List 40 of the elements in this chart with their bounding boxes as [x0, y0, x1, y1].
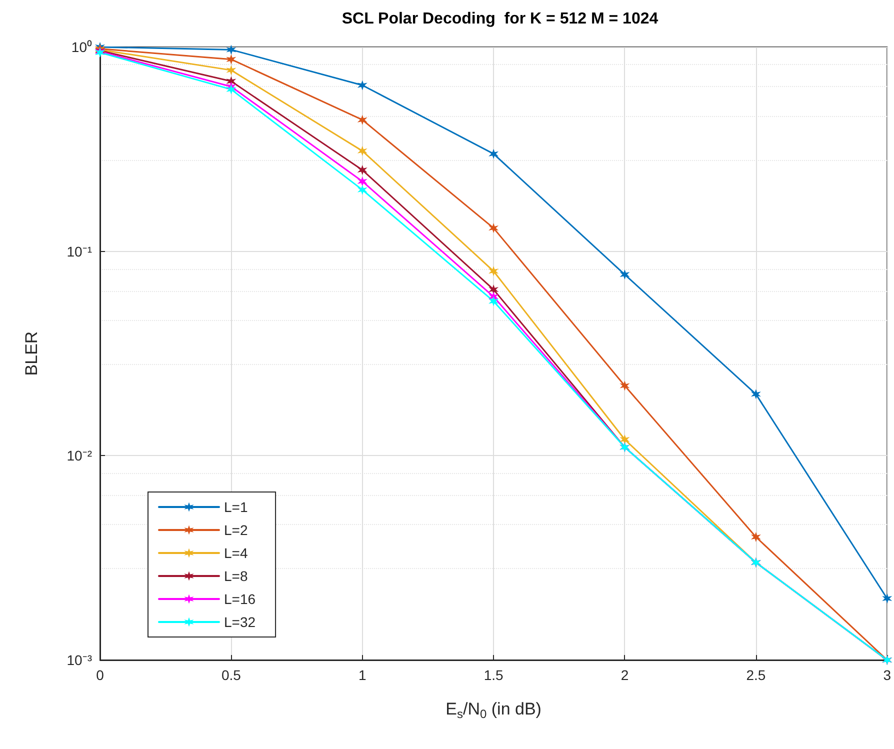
x-tick-label: 0	[96, 667, 104, 683]
point	[882, 593, 892, 604]
legend-label: L=16	[224, 591, 256, 607]
y-tick-label: 10⁰	[71, 39, 92, 55]
point	[488, 284, 499, 295]
legend-label: L=2	[224, 522, 248, 538]
point	[750, 532, 761, 542]
point	[357, 165, 368, 176]
point	[226, 54, 236, 64]
point	[226, 84, 236, 94]
point	[226, 44, 236, 55]
legend-label: L=32	[224, 614, 256, 630]
x-tick-label: 2	[620, 667, 629, 683]
x-tick-label: 2.5	[746, 667, 766, 683]
point	[357, 146, 368, 156]
point	[357, 184, 368, 195]
chart-title: SCL Polar Decoding for K = 512 M = 1024	[342, 10, 658, 28]
legend-label: L=4	[224, 545, 248, 561]
x-tick-label: 3	[883, 667, 892, 683]
point	[357, 176, 368, 186]
point	[750, 389, 761, 400]
point	[357, 114, 368, 125]
legend-label: L=1	[224, 499, 248, 515]
y-axis-title: BLER	[22, 331, 41, 376]
point	[620, 380, 630, 391]
x-tick-label: 0.5	[221, 667, 242, 683]
y-tick-label: 10⁻²	[66, 448, 92, 464]
y-tick-label: 10⁻³	[66, 652, 92, 668]
point	[357, 80, 368, 90]
x-tick-label: 1.5	[484, 667, 504, 683]
x-tick-label: 1	[358, 667, 366, 683]
point	[226, 65, 236, 76]
point	[488, 266, 499, 276]
point	[620, 270, 630, 280]
point	[488, 148, 499, 159]
point	[488, 296, 499, 306]
legend-label: L=8	[224, 568, 248, 584]
y-tick-label: 10⁻¹	[66, 243, 92, 260]
point	[620, 434, 630, 444]
point	[488, 223, 499, 234]
